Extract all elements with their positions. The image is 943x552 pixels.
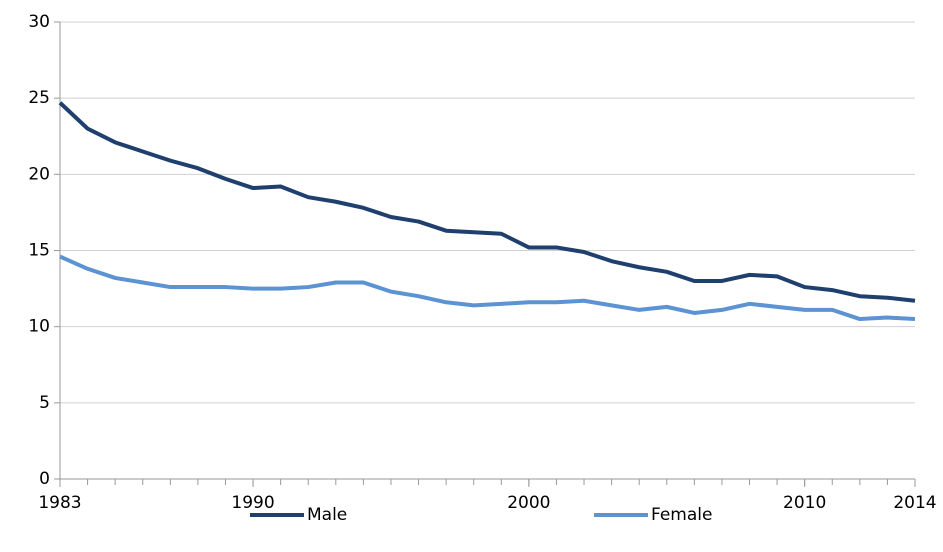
x-tick-label: 1983 [38, 493, 81, 513]
y-tick-label: 0 [39, 469, 50, 489]
legend-label: Female [651, 505, 712, 525]
x-tick-label: 1990 [231, 493, 274, 513]
y-tick-label: 30 [28, 12, 50, 32]
line-series [58, 101, 916, 303]
y-tick-label: 25 [28, 88, 50, 108]
y-tick-label: 10 [28, 317, 50, 337]
line-series [59, 254, 916, 322]
y-tick-label: 15 [28, 241, 50, 261]
x-tick-label: 2010 [783, 493, 826, 513]
legend-label: Male [307, 505, 347, 525]
y-tick-label: 20 [28, 164, 50, 184]
x-tick-label: 2000 [507, 493, 550, 513]
x-tick-label: 2014 [893, 493, 936, 513]
y-tick-label: 5 [39, 393, 50, 413]
